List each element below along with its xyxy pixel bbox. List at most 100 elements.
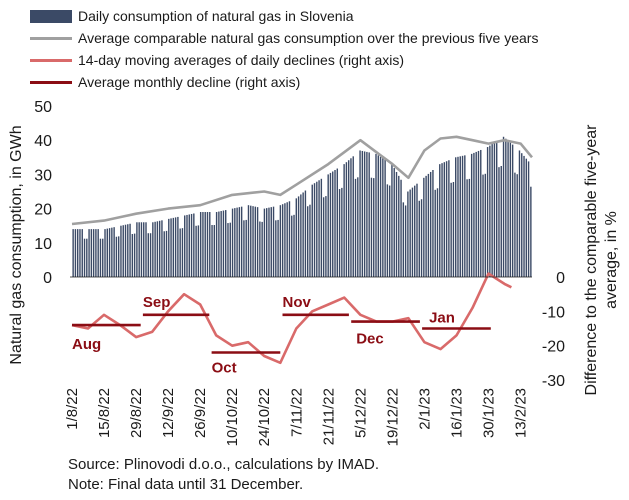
consumption-bar: [220, 211, 222, 277]
consumption-bar: [347, 160, 350, 277]
consumption-bar: [523, 155, 525, 277]
consumption-bar: [279, 205, 282, 277]
consumption-bar: [404, 205, 407, 277]
x-axis-tick-label: 15/8/22: [96, 388, 113, 438]
month-label-aug: Aug: [72, 336, 101, 353]
consumption-bar: [117, 236, 120, 277]
consumption-bar: [450, 182, 452, 277]
consumption-bar: [455, 157, 457, 277]
consumption-bar: [168, 218, 170, 277]
consumption-bar: [302, 192, 304, 277]
consumption-bar: [295, 198, 298, 277]
consumption-bar: [382, 158, 384, 277]
consumption-bar: [106, 228, 108, 277]
consumption-bar: [275, 220, 277, 277]
month-label-oct: Oct: [212, 360, 237, 377]
consumption-bar: [459, 156, 461, 277]
consumption-bar: [86, 238, 88, 277]
consumption-bar: [498, 167, 500, 277]
right-axis-title-line: average, in %: [603, 211, 620, 309]
left-axis-tick-label: 20: [34, 202, 52, 219]
consumption-bar: [79, 229, 81, 277]
consumption-bar: [480, 149, 482, 277]
consumption-bar: [429, 171, 432, 277]
consumption-bar: [227, 223, 229, 277]
consumption-bar: [448, 160, 450, 277]
consumption-bar: [202, 212, 204, 277]
consumption-bar: [284, 203, 286, 277]
consumption-bar: [156, 221, 159, 277]
x-axis-tick-label: 10/10/22: [224, 388, 241, 446]
consumption-bar: [120, 225, 122, 277]
consumption-bar: [518, 150, 521, 277]
consumption-bar: [211, 225, 213, 277]
consumption-bar: [179, 228, 181, 277]
consumption-bar: [127, 224, 129, 277]
consumption-bar: [147, 233, 149, 277]
consumption-bar: [507, 140, 509, 277]
x-axis-tick-label: 5/12/22: [352, 388, 369, 438]
consumption-bar: [432, 170, 434, 277]
consumption-bar: [163, 231, 165, 277]
consumption-bar: [115, 236, 118, 277]
consumption-bar: [505, 138, 507, 277]
consumption-bar: [165, 230, 168, 277]
consumption-bar: [427, 173, 430, 277]
consumption-bar: [418, 200, 420, 277]
consumption-bar: [199, 212, 202, 277]
legend-swatch-ma14: [30, 59, 72, 62]
consumption-bar: [174, 217, 177, 277]
x-axis-tick-label: 16/1/23: [449, 388, 466, 438]
consumption-bar: [76, 229, 79, 277]
consumption-bar: [129, 223, 131, 277]
consumption-bar: [334, 170, 336, 277]
consumption-bar: [225, 210, 227, 277]
consumption-bar: [470, 153, 473, 277]
consumption-bar: [188, 214, 190, 277]
consumption-bar: [341, 187, 343, 277]
legend-label-avg: Average comparable natural gas consumpti…: [78, 30, 539, 46]
consumption-bar: [509, 142, 512, 277]
consumption-bar: [95, 229, 97, 277]
consumption-bar: [491, 144, 493, 277]
consumption-bar: [238, 207, 241, 277]
consumption-bar: [395, 171, 398, 277]
consumption-bar: [477, 150, 480, 277]
consumption-bar: [468, 178, 471, 277]
consumption-bar: [313, 183, 316, 277]
consumption-bar: [316, 181, 318, 277]
left-axis-tick-label: 10: [34, 236, 52, 253]
consumption-bar: [322, 197, 325, 277]
left-axis-tick-label: 0: [43, 270, 52, 287]
consumption-bar: [256, 207, 259, 277]
consumption-bar: [97, 229, 99, 277]
consumption-bar: [461, 155, 464, 277]
consumption-bar: [423, 177, 425, 277]
consumption-bar: [81, 229, 83, 277]
x-axis-tick-label: 7/11/22: [288, 388, 305, 437]
consumption-bar: [259, 221, 261, 277]
left-axis-tick-label: 30: [34, 167, 52, 184]
legend-swatch-monthly: [30, 81, 72, 84]
consumption-bar: [300, 194, 302, 277]
consumption-bar: [252, 206, 254, 277]
consumption-bar: [329, 172, 332, 277]
consumption-bar: [493, 142, 496, 277]
consumption-bar: [416, 183, 418, 277]
consumption-bar: [209, 212, 211, 277]
consumption-bar: [92, 229, 95, 277]
consumption-bar: [102, 238, 104, 277]
legend-label-ma14: 14-day moving averages of daily declines…: [78, 52, 405, 68]
consumption-bar: [325, 196, 327, 277]
left-axis-title: Natural gas consumption, in GWh: [8, 125, 25, 364]
legend-swatch-avg: [30, 37, 72, 40]
consumption-bar: [306, 206, 309, 277]
consumption-bar: [99, 238, 102, 277]
consumption-bar: [90, 229, 93, 277]
consumption-bar: [516, 174, 518, 277]
legend-label-monthly: Average monthly decline (right axis): [78, 74, 301, 90]
consumption-bar: [398, 175, 400, 277]
consumption-bar: [197, 225, 200, 277]
consumption-bar: [136, 222, 138, 277]
